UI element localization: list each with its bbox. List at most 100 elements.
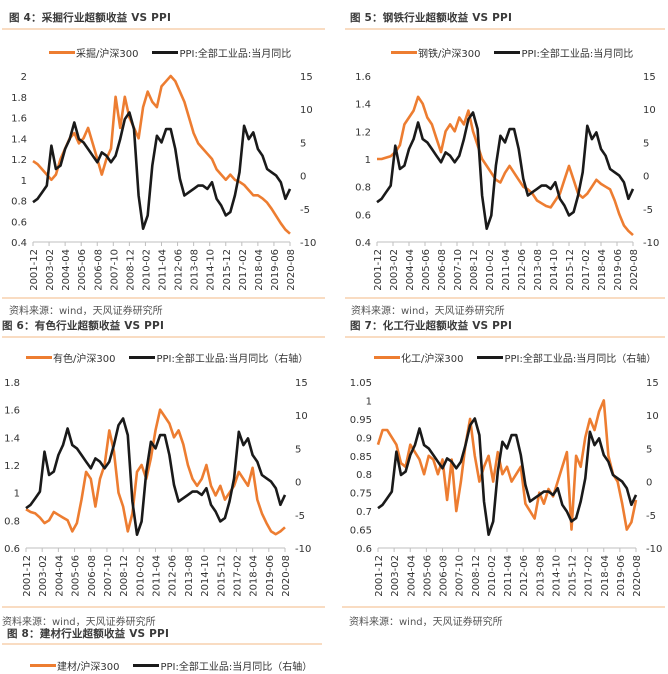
fig5-title: 图 5：钢铁行业超额收益 VS PPI	[350, 12, 513, 24]
left-axis-tick-label: 0.8	[355, 183, 371, 194]
ratio-series-line	[25, 408, 286, 536]
fig7-legend-ratio: 化工/沪深300	[374, 350, 463, 365]
x-axis-tick-label: 2012-06	[517, 249, 528, 291]
right-axis-tick-label: -5	[295, 511, 305, 522]
fig8-legend-ppi: PPI:全部工业品:当月同比（右轴）	[133, 658, 312, 673]
right-axis-tick-label: 15	[300, 72, 313, 83]
right-axis-tick-label: 10	[295, 411, 308, 422]
x-axis-tick-label: 2018-04	[254, 249, 265, 291]
fig4-source: 资料来源：wind，天风证券研究所	[9, 306, 163, 317]
left-axis-tick-label: 0.6	[4, 544, 20, 555]
right-axis-tick-label: 5	[646, 444, 652, 455]
right-axis-tick-label: 10	[300, 105, 313, 116]
x-axis-tick-label: 2010-02	[135, 555, 146, 597]
x-axis-tick-label: 2005-06	[71, 555, 82, 597]
left-axis-tick-label: 0.75	[350, 489, 372, 500]
x-axis-tick-label: 2003-02	[390, 555, 401, 597]
left-axis-tick-label: 0.8	[4, 516, 20, 527]
fig7-source-rule	[342, 606, 665, 608]
x-axis-tick-label: 2007-10	[109, 249, 120, 291]
fig7-legend-ppi: PPI:全部工业品:当月同比（右轴）	[477, 350, 656, 365]
fig4-legend: 采掘/沪深300 PPI:全部工业品:当月同比	[49, 45, 305, 60]
x-axis-tick-label: 2013-08	[535, 555, 546, 597]
ppi-series-line	[25, 417, 287, 536]
x-axis-tick-label: 2017-02	[238, 249, 249, 291]
right-axis-tick-label: -10	[643, 238, 659, 249]
fig8-title-rule	[2, 643, 322, 645]
fig5-source: 资料来源：wind，天风证券研究所	[351, 306, 505, 317]
x-axis-tick-label: 2005-06	[421, 249, 432, 291]
right-axis-tick-label: 0	[295, 478, 301, 489]
fig6-legend: 有色/沪深300 PPI:全部工业品:当月同比（右轴）	[26, 350, 322, 365]
fig5-legend-ppi-label: PPI:全部工业品:当月同比	[521, 49, 634, 60]
x-axis-tick-label: 2008-12	[119, 555, 130, 597]
fig4-legend-ppi: PPI:全部工业品:当月同比	[152, 45, 291, 60]
x-axis-tick-label: 2018-04	[597, 249, 608, 291]
left-axis-tick-label: 0.9	[356, 433, 372, 444]
x-axis-tick-label: 2017-02	[581, 249, 592, 291]
right-axis-tick-label: -5	[643, 205, 653, 216]
left-axis-tick-label: 0.6	[355, 210, 371, 221]
x-axis-tick-label: 2020-08	[286, 249, 297, 291]
x-axis-tick-label: 2011-04	[152, 555, 163, 597]
x-axis-tick-label: 2019-06	[613, 249, 624, 291]
fig5-legend-ppi: PPI:全部工业品:当月同比	[494, 45, 633, 60]
fig6-source: 资料来源：wind，天风证券研究所	[2, 617, 156, 628]
x-axis-tick-label: 2006-08	[87, 555, 98, 597]
fig8-legend-ppi-label: PPI:全部工业品:当月同比（右轴）	[160, 662, 313, 673]
fig7-legend-ratio-swatch	[374, 356, 400, 359]
left-axis-tick-label: 1.05	[350, 378, 372, 389]
fig8-legend-ratio-label: 建材/沪深300	[57, 662, 120, 673]
x-axis-tick-label: 2005-06	[422, 555, 433, 597]
fig5-legend-ppi-swatch	[494, 51, 521, 54]
left-axis-tick-label: 2	[21, 72, 27, 83]
right-axis-tick-label: 15	[643, 72, 656, 83]
left-axis-tick-label: 0.6	[356, 544, 372, 555]
fig7-legend-ppi-swatch	[477, 356, 504, 359]
fig6-legend-ppi-label: PPI:全部工业品:当月同比（右轴）	[156, 354, 309, 365]
x-axis-tick-label: 2015-12	[216, 555, 227, 597]
left-axis-tick-label: 0.8	[11, 197, 27, 208]
fig4-title: 图 4：采掘行业超额收益 VS PPI	[9, 12, 172, 24]
left-axis-tick-label: 0.85	[350, 452, 372, 463]
left-axis-tick-label: 1	[365, 155, 371, 166]
left-axis-tick-label: 0.6	[11, 217, 27, 228]
left-axis-tick-label: 1.2	[4, 461, 20, 472]
x-axis-tick-label: 2010-02	[485, 249, 496, 291]
x-axis-tick-label: 2013-08	[533, 249, 544, 291]
fig7-title-rule	[345, 336, 665, 338]
x-axis-tick-label: 2018-04	[249, 555, 260, 597]
right-axis-tick-label: -10	[646, 544, 662, 555]
fig5-legend-ratio: 钢铁/沪深300	[391, 45, 480, 60]
left-axis-tick-label: 1.4	[4, 433, 20, 444]
fig4-legend-ratio-label: 采掘/沪深300	[76, 49, 139, 60]
x-axis-tick-label: 2020-08	[629, 249, 640, 291]
ratio-series-line	[376, 399, 638, 531]
x-axis-tick-label: 2008-12	[469, 249, 480, 291]
right-axis-tick-label: 15	[646, 378, 659, 389]
fig7-title: 图 7：化工行业超额收益 VS PPI	[350, 320, 513, 332]
fig6-title-rule	[2, 336, 325, 338]
x-axis-tick-label: 2006-08	[93, 249, 104, 291]
x-axis-tick-label: 2017-02	[584, 555, 595, 597]
fig6-legend-ppi-swatch	[129, 356, 156, 359]
right-axis-tick-label: -5	[300, 205, 310, 216]
fig5-title-rule	[345, 28, 665, 30]
left-axis-tick-label: 1.6	[355, 72, 371, 83]
x-axis-tick-label: 2010-02	[487, 555, 498, 597]
fig5-legend-ratio-label: 钢铁/沪深300	[418, 49, 481, 60]
x-axis-tick-label: 2018-04	[600, 555, 611, 597]
left-axis-tick-label: 0.65	[350, 526, 372, 537]
fig4-legend-ratio-swatch	[49, 51, 75, 54]
fig7-legend: 化工/沪深300 PPI:全部工业品:当月同比（右轴）	[374, 350, 668, 365]
x-axis-tick-label: 2008-12	[125, 249, 136, 291]
x-axis-tick-label: 2014-10	[551, 555, 562, 597]
x-axis-tick-label: 2001-12	[373, 249, 384, 291]
fig4-source-rule	[2, 297, 325, 299]
x-axis-tick-label: 2003-02	[389, 249, 400, 291]
right-axis-tick-label: 10	[643, 105, 656, 116]
x-axis-tick-label: 2012-06	[174, 249, 185, 291]
fig8-legend: 建材/沪深300 PPI:全部工业品:当月同比（右轴）	[30, 658, 326, 673]
right-axis-tick-label: 5	[295, 444, 301, 455]
x-axis-tick-label: 2011-04	[501, 249, 512, 291]
